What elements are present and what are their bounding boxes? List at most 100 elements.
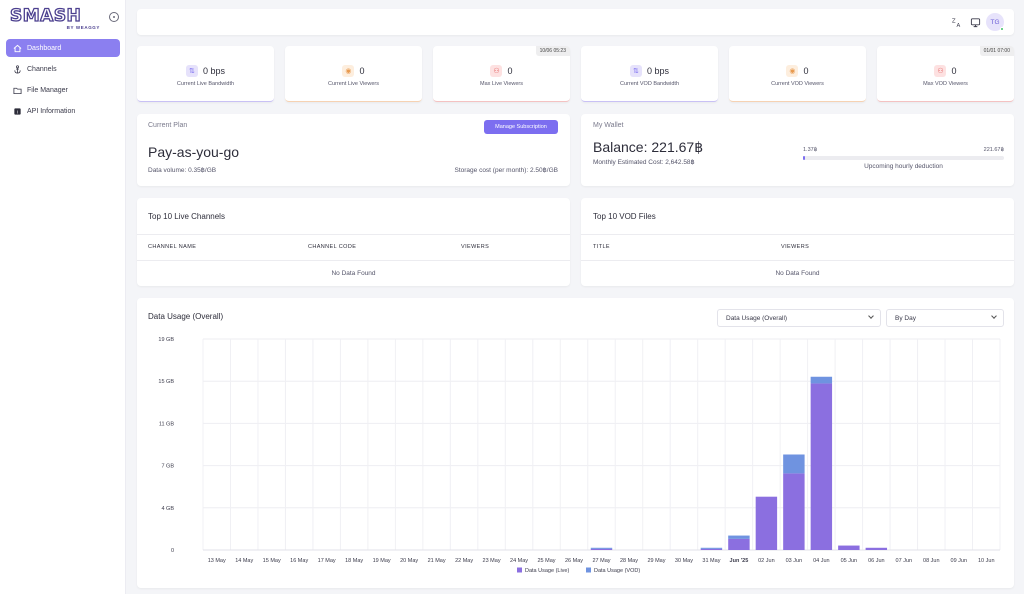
x-tick-label: 19 May bbox=[373, 558, 391, 564]
avatar-initials: TG bbox=[990, 18, 1000, 26]
y-tick-label: 4 GB bbox=[161, 506, 174, 512]
x-tick-label: 29 May bbox=[647, 558, 665, 564]
bar-live bbox=[810, 383, 833, 550]
storage-cost-text: Storage cost (per month): 2.50฿/GB bbox=[454, 167, 559, 174]
stat-card-live-bandwidth: ⇅ 0 bps Current Live Bandwidth bbox=[137, 46, 274, 102]
x-tick-label: 05 Jun bbox=[841, 558, 858, 564]
x-tick-label: 15 May bbox=[263, 558, 281, 564]
transfer-icon: ⇅ bbox=[629, 65, 642, 77]
x-tick-label: 25 May bbox=[538, 558, 556, 564]
stat-value: 0 bps bbox=[646, 66, 670, 76]
stat-label: Current Live Viewers bbox=[328, 81, 379, 87]
plan-name: Pay-as-you-go bbox=[148, 144, 240, 160]
stat-timestamp: 10/06 05:23 bbox=[535, 46, 570, 56]
metric-select[interactable]: Data Usage (Overall) bbox=[717, 309, 881, 327]
card-title: Top 10 VOD Files bbox=[593, 212, 656, 221]
x-tick-label: 23 May bbox=[483, 558, 501, 564]
users-icon: ⚇ bbox=[490, 65, 503, 77]
stat-label: Current VOD Viewers bbox=[771, 81, 824, 87]
x-tick-label: 07 Jun bbox=[896, 558, 913, 564]
stat-timestamp: 01/01 07:00 bbox=[979, 46, 1014, 56]
empty-state: No Data Found bbox=[775, 270, 820, 277]
stat-card-vod-viewers: ◉ 0 Current VOD Viewers bbox=[729, 46, 866, 102]
x-tick-label: 18 May bbox=[345, 558, 363, 564]
stat-card-max-live-viewers: 10/06 05:23 ⚇ 0 Max Live Viewers bbox=[433, 46, 570, 102]
bar-live bbox=[783, 473, 805, 550]
bar-live bbox=[590, 548, 613, 550]
sidebar-item-channels[interactable]: Channels bbox=[6, 60, 120, 78]
monitor-icon[interactable] bbox=[969, 16, 981, 28]
legend-swatch bbox=[586, 567, 591, 573]
sidebar-item-label: Channels bbox=[27, 65, 57, 73]
stat-card-vod-bandwidth: ⇅ 0 bps Current VOD Bandwidth bbox=[581, 46, 718, 102]
api-icon: i bbox=[12, 106, 22, 116]
stat-label: Max Live Viewers bbox=[480, 81, 523, 87]
column-header[interactable]: VIEWERS bbox=[461, 244, 490, 250]
x-tick-label: 13 May bbox=[208, 558, 226, 564]
x-tick-label: 09 Jun bbox=[951, 558, 968, 564]
monthly-cost-text: Monthly Estimated Cost: 2,642.58฿ bbox=[593, 159, 695, 166]
x-tick-label: 21 May bbox=[428, 558, 446, 564]
x-tick-label: 16 May bbox=[290, 558, 308, 564]
bar-vod bbox=[728, 535, 750, 539]
deduction-progress-fill bbox=[803, 156, 805, 160]
chevron-down-icon bbox=[868, 313, 874, 319]
column-header[interactable]: TITLE bbox=[593, 244, 610, 250]
column-header[interactable]: CHANNEL NAME bbox=[148, 244, 197, 250]
eye-icon: ◉ bbox=[342, 65, 355, 77]
x-tick-label: 28 May bbox=[620, 558, 638, 564]
x-tick-label: 02 Jun bbox=[758, 558, 775, 564]
sidebar-item-dashboard[interactable]: Dashboard bbox=[6, 39, 120, 57]
bar-min-label: 1.37฿ bbox=[803, 147, 818, 153]
column-header[interactable]: VIEWERS bbox=[781, 244, 810, 250]
stat-value: 0 bbox=[507, 66, 513, 76]
x-tick-label: 26 May bbox=[565, 558, 583, 564]
home-icon bbox=[12, 43, 22, 53]
bar-live bbox=[865, 547, 888, 550]
y-tick-label: 0 bbox=[171, 548, 174, 554]
sidebar-nav: Dashboard Channels File Manager i API In… bbox=[6, 39, 120, 123]
folder-icon bbox=[12, 85, 22, 95]
x-tick-label: 14 May bbox=[235, 558, 253, 564]
deduction-caption: Upcoming hourly deduction bbox=[864, 163, 943, 170]
users-icon: ⚇ bbox=[934, 65, 947, 77]
online-status-dot bbox=[1000, 27, 1004, 31]
manage-subscription-button[interactable]: Manage Subscription bbox=[484, 120, 558, 134]
wallet-card: My Wallet Balance: 221.67฿ Monthly Estim… bbox=[581, 114, 1014, 186]
sidebar-toggle-icon[interactable] bbox=[109, 12, 119, 22]
column-header[interactable]: CHANNEL CODE bbox=[308, 244, 357, 250]
bar-live bbox=[728, 538, 750, 550]
stat-value: 0 bbox=[803, 66, 809, 76]
y-tick-label: 7 GB bbox=[161, 464, 174, 470]
brand-logo[interactable]: SMASH BY WEAGGY bbox=[9, 7, 106, 30]
svg-text:Z: Z bbox=[951, 18, 955, 24]
stat-card-live-viewers: ◉ 0 Current Live Viewers bbox=[285, 46, 422, 102]
empty-state: No Data Found bbox=[331, 270, 376, 277]
avatar[interactable]: TG bbox=[986, 13, 1004, 31]
x-tick-label: 22 May bbox=[455, 558, 473, 564]
table-header: TITLE VIEWERS bbox=[581, 234, 1014, 261]
sidebar-item-api-information[interactable]: i API Information bbox=[6, 102, 120, 120]
stat-card-max-vod-viewers: 01/01 07:00 ⚇ 0 Max VOD Viewers bbox=[877, 46, 1014, 102]
anchor-icon bbox=[12, 64, 22, 74]
x-tick-label: 08 Jun bbox=[923, 558, 940, 564]
top-live-channels-card: Top 10 Live Channels CHANNEL NAME CHANNE… bbox=[137, 198, 570, 286]
period-select-value: By Day bbox=[895, 315, 916, 322]
stat-label: Current Live Bandwidth bbox=[176, 81, 235, 87]
top-vod-files-card: Top 10 VOD Files TITLE VIEWERS No Data F… bbox=[581, 198, 1014, 286]
data-volume-text: Data volume: 0.35฿/GB bbox=[148, 167, 217, 174]
bar-live bbox=[755, 496, 778, 550]
x-tick-label: 31 May bbox=[702, 558, 720, 564]
table-header: CHANNEL NAME CHANNEL CODE VIEWERS bbox=[137, 234, 570, 261]
sidebar-item-file-manager[interactable]: File Manager bbox=[6, 81, 120, 99]
current-plan-card: Current Plan Manage Subscription Pay-as-… bbox=[137, 114, 570, 186]
x-tick-label: 30 May bbox=[675, 558, 693, 564]
period-select[interactable]: By Day bbox=[886, 309, 1004, 327]
bar-vod bbox=[810, 376, 833, 384]
legend-label: Data Usage (Live) bbox=[525, 568, 569, 574]
card-title: Data Usage (Overall) bbox=[148, 312, 224, 321]
bar-live bbox=[838, 545, 860, 550]
transfer-icon: ⇅ bbox=[185, 65, 198, 77]
